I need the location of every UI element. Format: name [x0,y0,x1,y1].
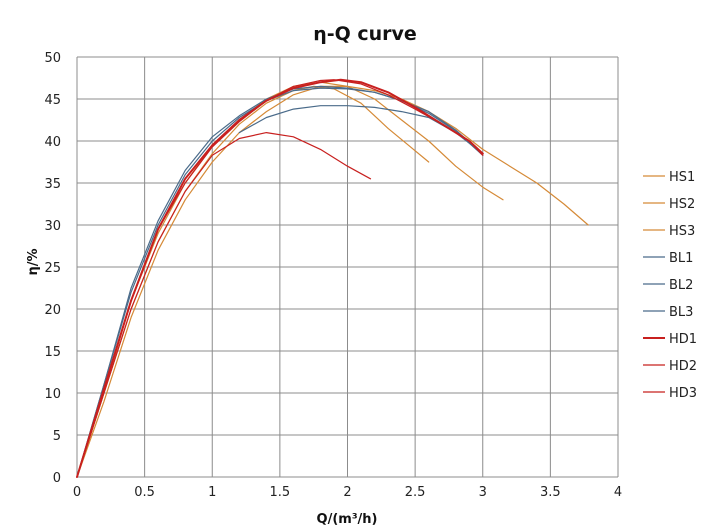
y-axis-title: η/% [26,248,41,275]
x-tick-label: 0 [73,485,81,500]
series-line-hd3 [76,132,372,478]
x-tick-label: 0.5 [134,485,155,500]
x-tick-labels: 0 0.5 1 1.5 2 2.5 3 3.5 4 [73,485,622,500]
legend-label-hd3: HD3 [669,386,697,401]
series-layer [76,78,589,478]
legend-label-hs3: HS3 [669,224,695,239]
y-tick-label: 10 [44,387,61,402]
x-tick-label: 3 [479,485,487,500]
legend-label-hs1: HS1 [669,170,695,185]
x-tick-label: 1 [208,485,216,500]
x-tick-label: 4 [614,485,622,500]
y-tick-label: 15 [44,345,61,360]
y-tick-label: 30 [44,219,61,234]
y-tick-label: 20 [44,303,61,318]
legend-label-hs2: HS2 [669,197,695,212]
legend-label-hd1: HD1 [669,332,697,347]
y-tick-label: 5 [53,429,61,444]
y-tick-labels: 0 5 10 15 20 25 30 35 40 45 50 [44,51,61,486]
y-tick-label: 50 [44,51,61,66]
y-tick-label: 40 [44,135,61,150]
series-line-bl2 [76,87,484,478]
y-tick-label: 35 [44,177,61,192]
series-line-hs3 [76,85,589,478]
grid [76,56,619,478]
legend: HS1 HS2 HS3 BL1 BL2 BL3 HD1 HD2 HD3 [643,170,697,401]
x-tick-label: 2.5 [405,485,426,500]
chart-title: η-Q curve [313,23,417,45]
y-tick-label: 0 [53,471,61,486]
legend-label-hd2: HD2 [669,359,697,374]
series-line-hd2 [76,79,484,478]
legend-label-bl3: BL3 [669,305,693,320]
y-tick-label: 45 [44,93,61,108]
x-axis-title: Q/(m³/h) [317,512,378,527]
legend-label-bl2: BL2 [669,278,693,293]
legend-label-bl1: BL1 [669,251,693,266]
x-tick-label: 2 [343,485,351,500]
x-tick-label: 3.5 [540,485,561,500]
y-tick-label: 25 [44,261,61,276]
x-tick-label: 1.5 [270,485,291,500]
